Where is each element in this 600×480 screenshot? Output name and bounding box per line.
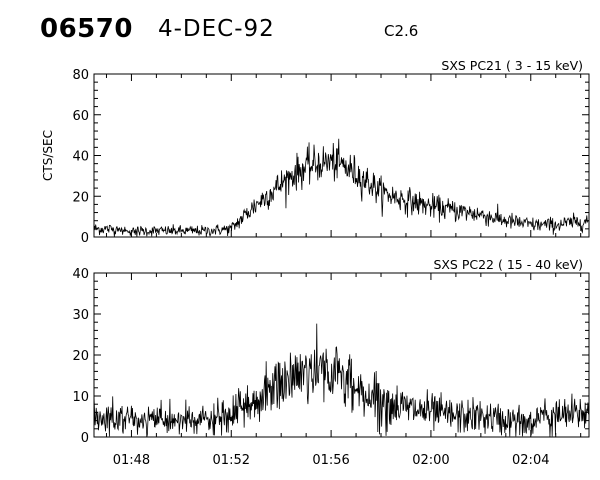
x-tick-label: 01:48 <box>113 453 150 468</box>
event-id: 06570 <box>40 14 133 44</box>
x-tick-label: 01:56 <box>312 453 349 468</box>
y-tick-label: 40 <box>72 267 89 282</box>
y-tick-label: 20 <box>72 349 89 364</box>
x-tick-label: 02:04 <box>512 453 549 468</box>
panel-pc21: 0 20 40 60 80 SXS PC21 ( 3 - 15 keV) CTS/SEC <box>41 58 590 246</box>
y-tick-label: 60 <box>72 109 89 124</box>
x-tick-label: 02:00 <box>412 453 449 468</box>
y-axis-label: CTS/SEC <box>41 130 55 181</box>
y-tick-label: 40 <box>72 150 89 165</box>
x-tick-label: 01:52 <box>213 453 250 468</box>
y-tick-label: 80 <box>72 68 89 83</box>
y-tick-label: 0 <box>81 431 89 446</box>
y-tick-label: 20 <box>72 190 89 205</box>
y-tick-label: 0 <box>81 231 89 246</box>
plot-frame <box>93 272 590 438</box>
panel-title: SXS PC22 ( 15 - 40 keV) <box>433 257 583 272</box>
panel-pc22: 01:48 01:52 01:56 02:00 02:04 0 10 20 30 40 SXS PC… <box>72 257 590 468</box>
event-date: 4-DEC-92 <box>158 16 275 42</box>
panel-title: SXS PC21 ( 3 - 15 keV) <box>441 58 583 73</box>
y-tick-label: 30 <box>72 308 89 323</box>
y-tick-label: 10 <box>72 390 89 405</box>
flare-class: C2.6 <box>384 22 419 40</box>
plot-frame <box>93 73 590 238</box>
series-line <box>93 323 590 438</box>
series-line <box>93 138 590 237</box>
